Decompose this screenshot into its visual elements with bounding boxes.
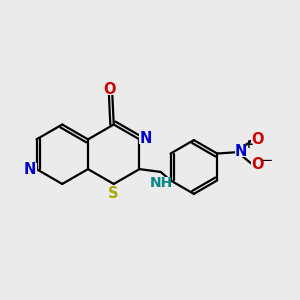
Text: NH: NH [150, 176, 173, 190]
FancyBboxPatch shape [235, 146, 247, 157]
Text: O: O [251, 133, 264, 148]
FancyBboxPatch shape [251, 159, 264, 170]
FancyBboxPatch shape [140, 133, 152, 144]
Text: O: O [251, 157, 264, 172]
FancyBboxPatch shape [103, 84, 116, 95]
Text: N: N [140, 131, 152, 146]
Text: N: N [235, 144, 247, 159]
Text: S: S [109, 185, 119, 200]
FancyBboxPatch shape [251, 134, 264, 146]
Text: O: O [103, 82, 116, 97]
FancyBboxPatch shape [153, 177, 170, 188]
Text: +: + [244, 138, 254, 151]
Text: −: − [261, 153, 273, 168]
FancyBboxPatch shape [23, 164, 38, 175]
Text: N: N [24, 162, 37, 177]
FancyBboxPatch shape [107, 188, 120, 199]
